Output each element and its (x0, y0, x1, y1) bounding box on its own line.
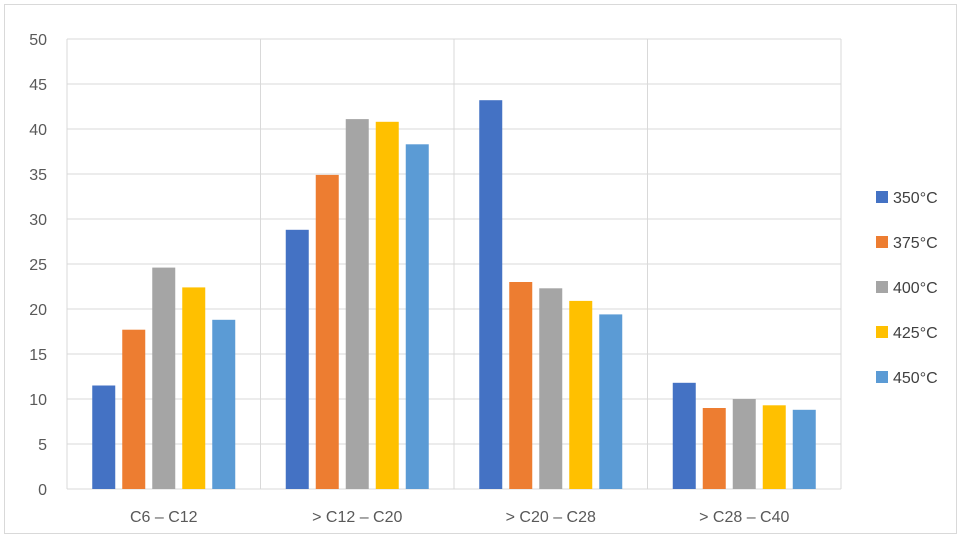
y-tick-label: 35 (29, 167, 47, 184)
bars (92, 100, 816, 490)
legend-label: 350°C (893, 190, 938, 207)
bar-450C-0 (212, 319, 236, 489)
y-tick-label: 5 (38, 437, 47, 454)
legend-swatch (876, 371, 888, 383)
bar-375C-1 (315, 174, 339, 489)
bar-350C-2 (479, 100, 503, 489)
bar-450C-1 (405, 144, 429, 490)
y-tick-label: 20 (29, 302, 47, 319)
bar-375C-0 (122, 329, 146, 489)
legend-swatch (876, 236, 888, 248)
bar-425C-0 (182, 287, 206, 489)
y-tick-label: 25 (29, 257, 47, 274)
bar-400C-3 (732, 399, 756, 489)
legend-swatch (876, 191, 888, 203)
y-tick-label: 0 (38, 482, 47, 499)
axes: 0 5 10 15 20 25 30 35 40 45 50 C6 – C12 > C12 – C20 >… (29, 32, 789, 526)
bar-350C-3 (672, 382, 696, 489)
y-tick-label: 50 (29, 32, 47, 49)
bar-450C-2 (599, 314, 623, 489)
bar-400C-1 (345, 119, 369, 489)
legend-label: 425°C (893, 325, 938, 342)
legend-label: 450°C (893, 370, 938, 387)
y-tick-label: 30 (29, 212, 47, 229)
bar-375C-2 (509, 282, 533, 489)
y-tick-label: 15 (29, 347, 47, 364)
legend-label: 375°C (893, 235, 938, 252)
x-tick-label: > C12 – C20 (312, 509, 402, 526)
bar-375C-3 (702, 408, 726, 489)
x-tick-label: > C20 – C28 (506, 509, 596, 526)
bar-350C-0 (92, 385, 116, 489)
legend-swatch (876, 326, 888, 338)
bar-450C-3 (792, 409, 816, 489)
legend-label: 400°C (893, 280, 938, 297)
x-tick-label: C6 – C12 (130, 509, 198, 526)
y-tick-label: 10 (29, 392, 47, 409)
legend-swatch (876, 281, 888, 293)
bar-425C-2 (569, 300, 593, 489)
y-tick-label: 45 (29, 77, 47, 94)
x-tick-label: > C28 – C40 (699, 509, 789, 526)
bar-425C-3 (762, 405, 786, 489)
bar-350C-1 (285, 229, 309, 490)
legend: 350°C 375°C 400°C 425°C 450°C (876, 190, 938, 387)
bar-425C-1 (375, 121, 399, 490)
y-tick-label: 40 (29, 122, 47, 139)
bar-400C-0 (152, 267, 176, 489)
bar-400C-2 (539, 288, 563, 489)
